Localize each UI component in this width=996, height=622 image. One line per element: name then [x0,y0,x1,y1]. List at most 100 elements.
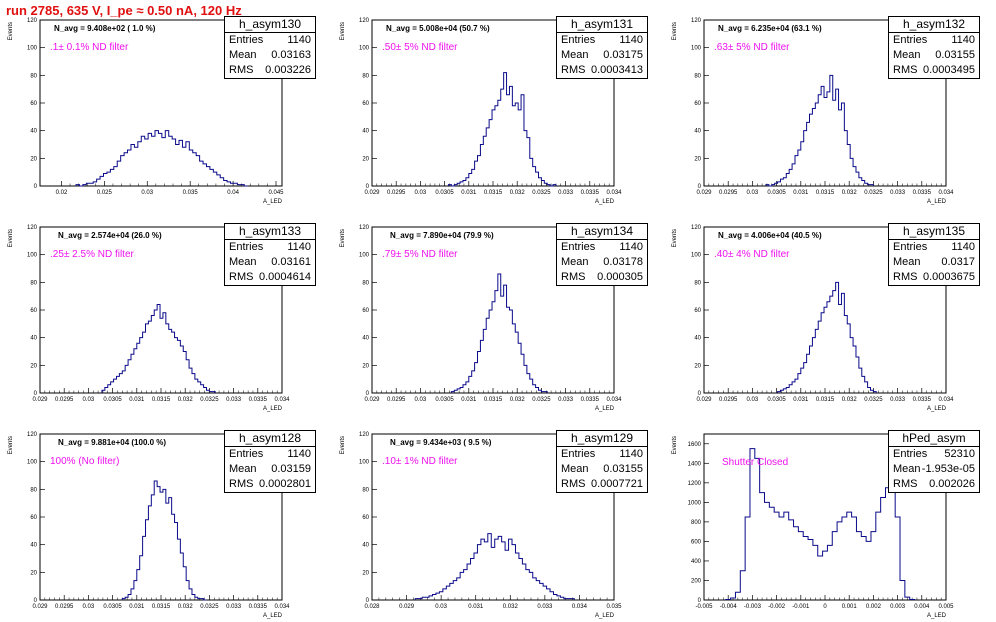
x-tick-label: 0.0295 [387,397,406,403]
x-tick-label: 0.033 [537,604,553,610]
histogram-bin [489,310,492,393]
histogram-bin [137,343,140,393]
histogram-bin [547,589,550,600]
stats-key: Entries [893,34,928,46]
histogram-bin [203,164,206,186]
histogram-bin [818,95,821,186]
histogram-bin [172,332,175,393]
histogram-bin [220,178,223,186]
histogram-pad: 0.029 0.0295 0.03 0.0305 0.031 0.0315 0.032 0.0… [0,414,332,621]
histogram-bin [839,110,842,186]
histogram-bin [512,324,515,393]
x-tick-label: 0.035 [183,190,199,196]
y-tick-label: 1600 [688,442,702,448]
x-tick-label: 0.0335 [913,190,932,196]
stats-row-entries: Entries 1140 [225,447,315,462]
x-tick-label: -0.005 [695,604,713,610]
x-axis-label: A_LED [595,199,615,205]
histogram-bin [844,316,847,393]
histogram-bin [543,586,546,600]
y-tick-label: 40 [694,336,701,342]
stats-key: RMS [229,64,254,76]
histogram-bin [807,122,810,186]
histogram-bin [460,572,463,600]
x-tick-label: 0.0305 [435,190,454,196]
stats-value-rms: 0.0004614 [259,271,311,283]
histogram-bin [495,539,498,600]
stats-row-mean: Mean 0.03163 [225,48,315,63]
histogram-bin [509,539,512,600]
histogram-series [765,74,874,187]
histogram-bin [489,120,492,186]
x-tick-label: 0.033 [226,397,242,403]
stats-row-rms: RMS 0.0004614 [225,270,315,285]
y-tick-label: 80 [694,73,701,79]
stats-box: h_asym129 Entries 1140 Mean 0.03155 RMS 0.0007… [556,430,648,493]
histogram-bin [512,545,515,600]
x-tick-label: 0.032 [842,397,858,403]
x-tick-label: 0.032 [510,397,526,403]
histogram-bin [124,153,127,186]
histogram-bin [148,321,151,393]
x-axis-label: A_LED [927,613,947,619]
stats-row-mean: Mean 0.03155 [889,48,979,63]
histogram-bin [169,329,172,393]
x-tick-label: 0.03 [747,190,759,196]
histogram-bin [138,142,141,186]
histogram-bin [160,492,163,600]
y-tick-label: 80 [362,280,369,286]
histogram-bin [810,114,813,186]
histogram-bin [143,332,146,393]
histogram-bin [122,371,125,393]
histogram-bin [495,106,498,186]
histogram-series [414,533,575,600]
x-tick-label: 0.0335 [581,190,600,196]
y-tick-label: 100 [359,46,370,52]
histogram-pad: 0.028 0.029 0.03 0.031 0.032 0.033 0.034 0.035 0… [332,414,664,621]
x-tick-label: 0.0305 [103,604,122,610]
stats-key: Mean [561,463,589,475]
x-axis-label: A_LED [927,199,947,205]
stats-value-rms: 0.000305 [597,271,643,283]
histogram-pad: -0.005 -0.004 -0.003 -0.002 -0.001 0 0.001 0.00… [664,414,996,621]
histogram-bin [157,487,160,600]
stats-value-rms: 0.0007721 [591,478,643,490]
histogram-bin [842,517,847,600]
histogram-bin [162,138,165,186]
x-tick-label: 0.0295 [387,190,406,196]
histogram-bin [107,172,110,186]
stats-value-entries: 1140 [619,34,643,46]
stats-value-rms: 0.003226 [265,64,311,76]
y-tick-label: 40 [30,543,37,549]
x-tick-label: 0.029 [399,604,415,610]
stats-key: Entries [561,34,596,46]
histogram-bin [827,302,830,393]
histogram-bin [457,578,460,600]
stats-key: Mean [893,463,921,475]
x-tick-label: -0.003 [744,604,762,610]
histogram-bin [467,564,470,600]
x-tick-label: 0.031 [129,397,145,403]
y-tick-label: 120 [359,18,370,24]
filter-label: Shutter Closed [722,457,789,468]
histogram-line [447,72,557,187]
stats-key: Entries [893,448,928,460]
histogram-bin [134,349,137,393]
histogram-bin [104,174,107,186]
x-axis-label: A_LED [595,406,615,412]
histogram-bin [146,324,149,393]
histogram-name: h_asym135 [889,224,979,240]
histogram-bin [515,553,518,600]
n-avg-label: N_avg = 2.574e+04 (26.0 %) [58,231,162,240]
histogram-bin [833,100,836,186]
histogram-bin [745,517,750,600]
y-tick-label: 60 [694,101,701,107]
filter-label: .25± 2.5% ND filter [50,249,134,260]
x-tick-label: 0.035 [606,604,622,610]
x-tick-label: 0.031 [461,397,477,403]
y-tick-label: 0 [698,184,702,190]
stats-row-mean: Mean 0.03175 [557,48,647,63]
histogram-bin [193,153,196,186]
histogram-pad: 0.029 0.0295 0.03 0.0305 0.031 0.0315 0.032 0.0… [332,0,664,207]
stats-row-mean: Mean 0.03159 [225,462,315,477]
